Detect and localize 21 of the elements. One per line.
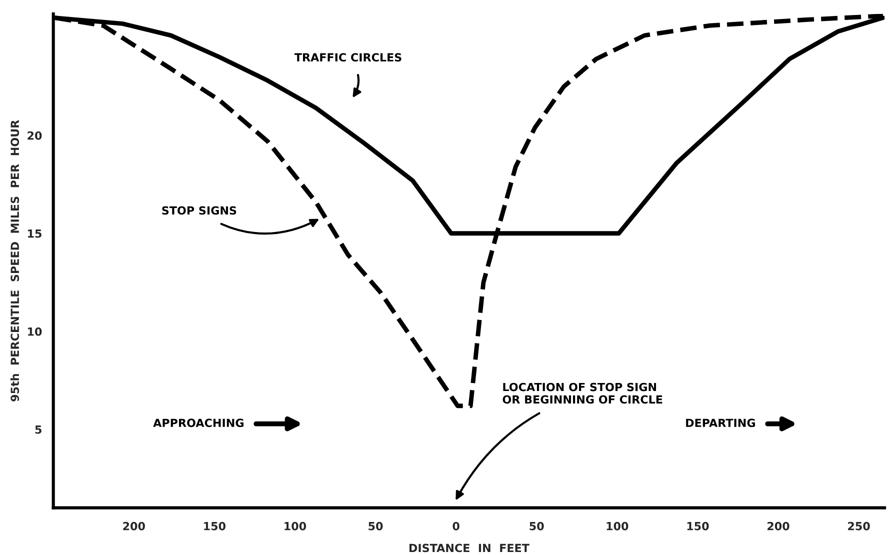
annotation: LOCATION OF STOP SIGN OR BEGINNING OF CIRCLE: [502, 382, 662, 404]
x-tick-label: 50: [530, 522, 544, 530]
x-tick-label: 100: [284, 522, 306, 530]
x-tick-label: 0: [452, 522, 460, 530]
annotation: APPROACHING: [153, 418, 244, 428]
x-tick-label: 200: [768, 522, 790, 530]
x-tick-label: 50: [368, 522, 383, 530]
annotation: DEPARTING: [686, 418, 755, 428]
x-tick-label: 100: [606, 522, 628, 530]
x-axis-title: DISTANCE IN FEET: [409, 544, 530, 552]
x-tick-label: 200: [123, 522, 145, 530]
y-tick-label: 5: [35, 426, 42, 434]
annotation: STOP SIGNS: [162, 206, 236, 215]
y-axis-title: 95th PERCENTILE SPEED MILES PER HOUR: [10, 120, 20, 402]
x-tick-label: 150: [204, 522, 226, 530]
y-tick-label: 20: [28, 131, 42, 140]
x-tick-label: 150: [687, 522, 709, 530]
x-tick-label: 250: [848, 522, 870, 530]
annotation: TRAFFIC CIRCLES: [294, 53, 402, 62]
y-tick-label: 15: [28, 230, 42, 238]
y-tick-label: 10: [28, 327, 42, 336]
